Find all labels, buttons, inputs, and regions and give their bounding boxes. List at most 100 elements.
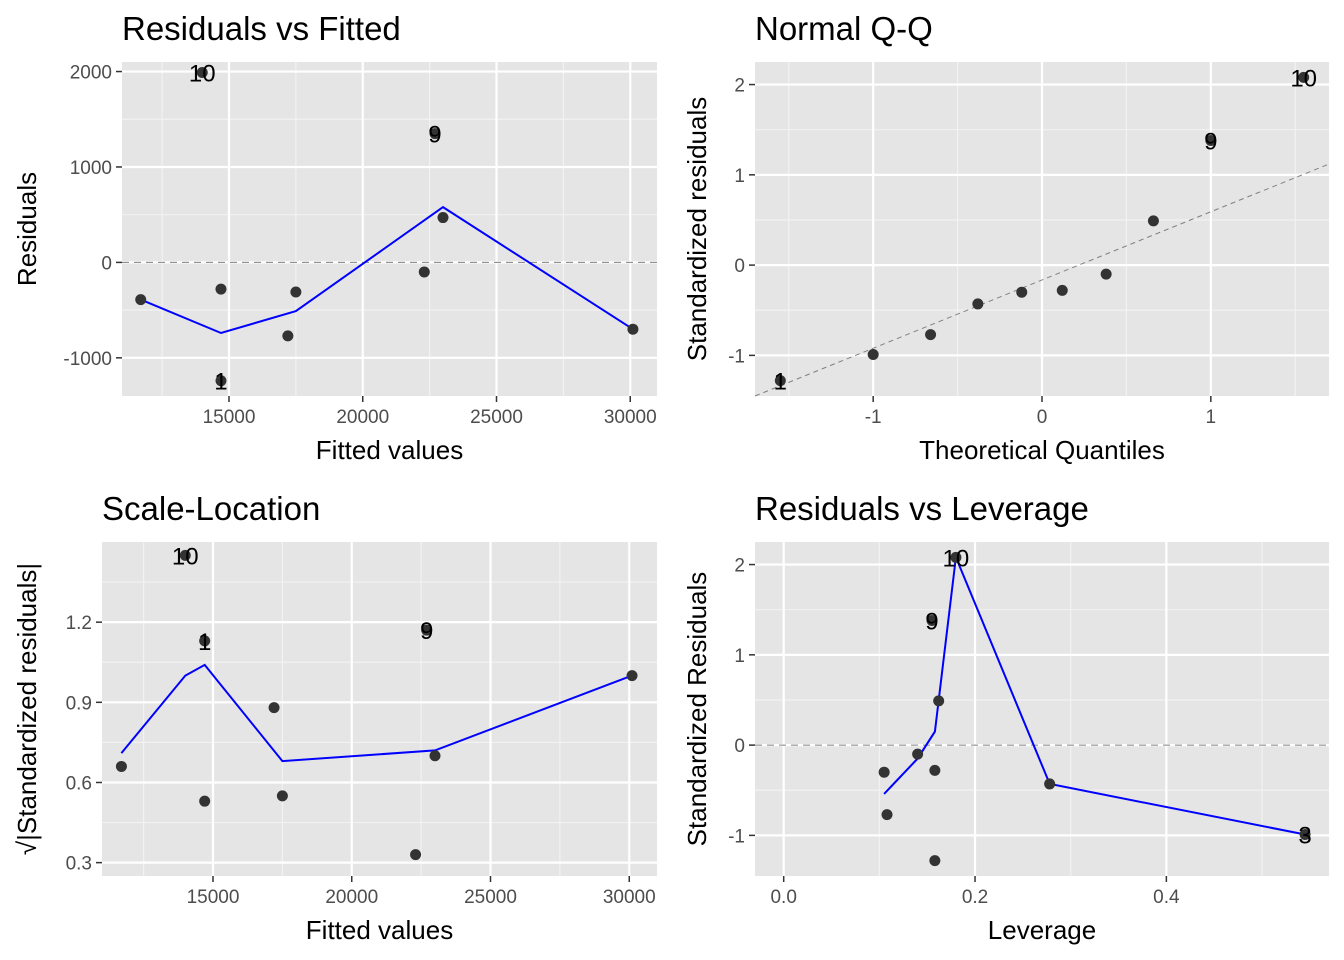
y-tick-label: -1000 xyxy=(63,349,112,370)
point-label: 10 xyxy=(189,60,216,87)
data-point xyxy=(1299,828,1311,840)
data-point xyxy=(774,375,786,387)
y-axis-title: √|Standardized residuals| xyxy=(12,563,42,855)
y-tick-label: 2 xyxy=(734,556,745,577)
data-point xyxy=(867,348,879,360)
x-axis-title: Leverage xyxy=(988,915,1096,945)
data-point xyxy=(933,695,945,707)
panel-background xyxy=(122,62,657,396)
data-point xyxy=(199,795,211,807)
data-point xyxy=(878,766,890,778)
y-axis-title: Residuals xyxy=(12,172,42,286)
data-point xyxy=(418,266,430,278)
x-tick-label: 30000 xyxy=(603,887,656,908)
data-point xyxy=(881,809,893,821)
data-point xyxy=(1298,71,1310,83)
point-label: 1 xyxy=(198,629,211,656)
point-label: 10 xyxy=(172,543,199,570)
point-label: 1 xyxy=(774,369,787,396)
data-point xyxy=(926,615,938,627)
y-tick-label: 1000 xyxy=(70,158,112,179)
point-label: 10 xyxy=(1290,65,1317,92)
data-point xyxy=(925,329,937,341)
data-point xyxy=(1100,268,1112,280)
data-point xyxy=(290,286,302,298)
data-point xyxy=(912,748,924,760)
data-point xyxy=(1044,778,1056,790)
y-tick-label: 1 xyxy=(734,166,745,187)
data-point xyxy=(972,298,984,310)
data-point xyxy=(179,549,191,561)
data-point xyxy=(429,750,441,762)
data-point xyxy=(268,702,280,714)
y-tick-label: 0 xyxy=(734,736,745,757)
x-axis-title: Theoretical Quantiles xyxy=(919,435,1165,465)
x-tick-label: 25000 xyxy=(464,887,517,908)
data-point xyxy=(282,330,294,342)
data-layer xyxy=(774,71,1310,387)
x-axis-title: Fitted values xyxy=(306,915,453,945)
point-label: 1 xyxy=(214,369,227,396)
data-point xyxy=(929,855,941,867)
y-tick-label: 1.2 xyxy=(66,613,92,634)
panel-3: 10 1 9 15000 20000 25000 30000 0.3 0.6 0.9 1.2 Scal… xyxy=(12,490,657,945)
chart-title: Scale-Location xyxy=(102,490,320,527)
y-tick-label: 0.9 xyxy=(66,693,92,714)
x-tick-label: 20000 xyxy=(325,887,378,908)
y-tick-label: -1 xyxy=(728,346,745,367)
data-point xyxy=(215,283,227,295)
x-tick-label: 15000 xyxy=(187,887,240,908)
panel-background xyxy=(102,542,657,876)
smooth-line xyxy=(883,553,1306,836)
data-layer xyxy=(878,551,1311,867)
x-tick-label: 30000 xyxy=(604,407,657,428)
x-tick-label: 15000 xyxy=(203,407,256,428)
smooth-line xyxy=(140,205,634,335)
panel-2: 1 9 10 -1 0 1 -1 0 1 2 Normal Q-Q Theoretical Quant… xyxy=(682,10,1330,465)
y-axis-title: Standardized residuals xyxy=(682,97,712,362)
x-tick-label: 0.0 xyxy=(770,887,796,908)
data-point xyxy=(199,635,211,647)
y-tick-label: 2 xyxy=(734,76,745,97)
x-axis-title: Fitted values xyxy=(316,435,463,465)
y-axis-title: Standardized Residuals xyxy=(682,572,712,847)
x-tick-label: 0 xyxy=(1037,407,1048,428)
x-tick-label: 20000 xyxy=(336,407,389,428)
y-tick-label: 0.6 xyxy=(66,773,92,794)
data-point xyxy=(1056,284,1068,296)
x-tick-label: 1 xyxy=(1206,407,1217,428)
qq-reference-line xyxy=(754,163,1330,397)
x-tick-label: 0.2 xyxy=(962,887,988,908)
data-point xyxy=(929,764,941,776)
smooth-line xyxy=(120,663,633,763)
data-point xyxy=(429,128,441,140)
data-point xyxy=(115,760,127,772)
data-point xyxy=(626,670,638,682)
panel-1: 10 1 9 15000 20000 25000 30000 -1000 0 1000 2000 Re… xyxy=(12,10,657,465)
data-point xyxy=(196,66,208,78)
data-point xyxy=(950,551,962,563)
chart-title: Residuals vs Leverage xyxy=(755,490,1089,527)
data-point xyxy=(276,790,288,802)
data-point xyxy=(627,323,639,335)
x-tick-label: 0.4 xyxy=(1153,887,1180,908)
chart-title: Normal Q-Q xyxy=(755,10,933,47)
data-point xyxy=(421,624,433,636)
point-label: 9 xyxy=(420,618,433,645)
data-point xyxy=(215,375,227,387)
y-tick-label: -1 xyxy=(728,826,745,847)
x-tick-label: -1 xyxy=(865,407,882,428)
data-point xyxy=(135,294,147,306)
point-label: 9 xyxy=(1204,129,1217,156)
data-point xyxy=(1016,286,1028,298)
panel-background xyxy=(755,542,1329,876)
chart-title: Residuals vs Fitted xyxy=(122,10,401,47)
data-point xyxy=(437,212,449,224)
data-layer xyxy=(115,549,638,861)
data-point xyxy=(1205,135,1217,147)
y-tick-label: 1 xyxy=(734,646,745,667)
point-label: 9 xyxy=(428,122,441,149)
y-tick-label: 0 xyxy=(101,253,112,274)
x-tick-label: 25000 xyxy=(470,407,523,428)
